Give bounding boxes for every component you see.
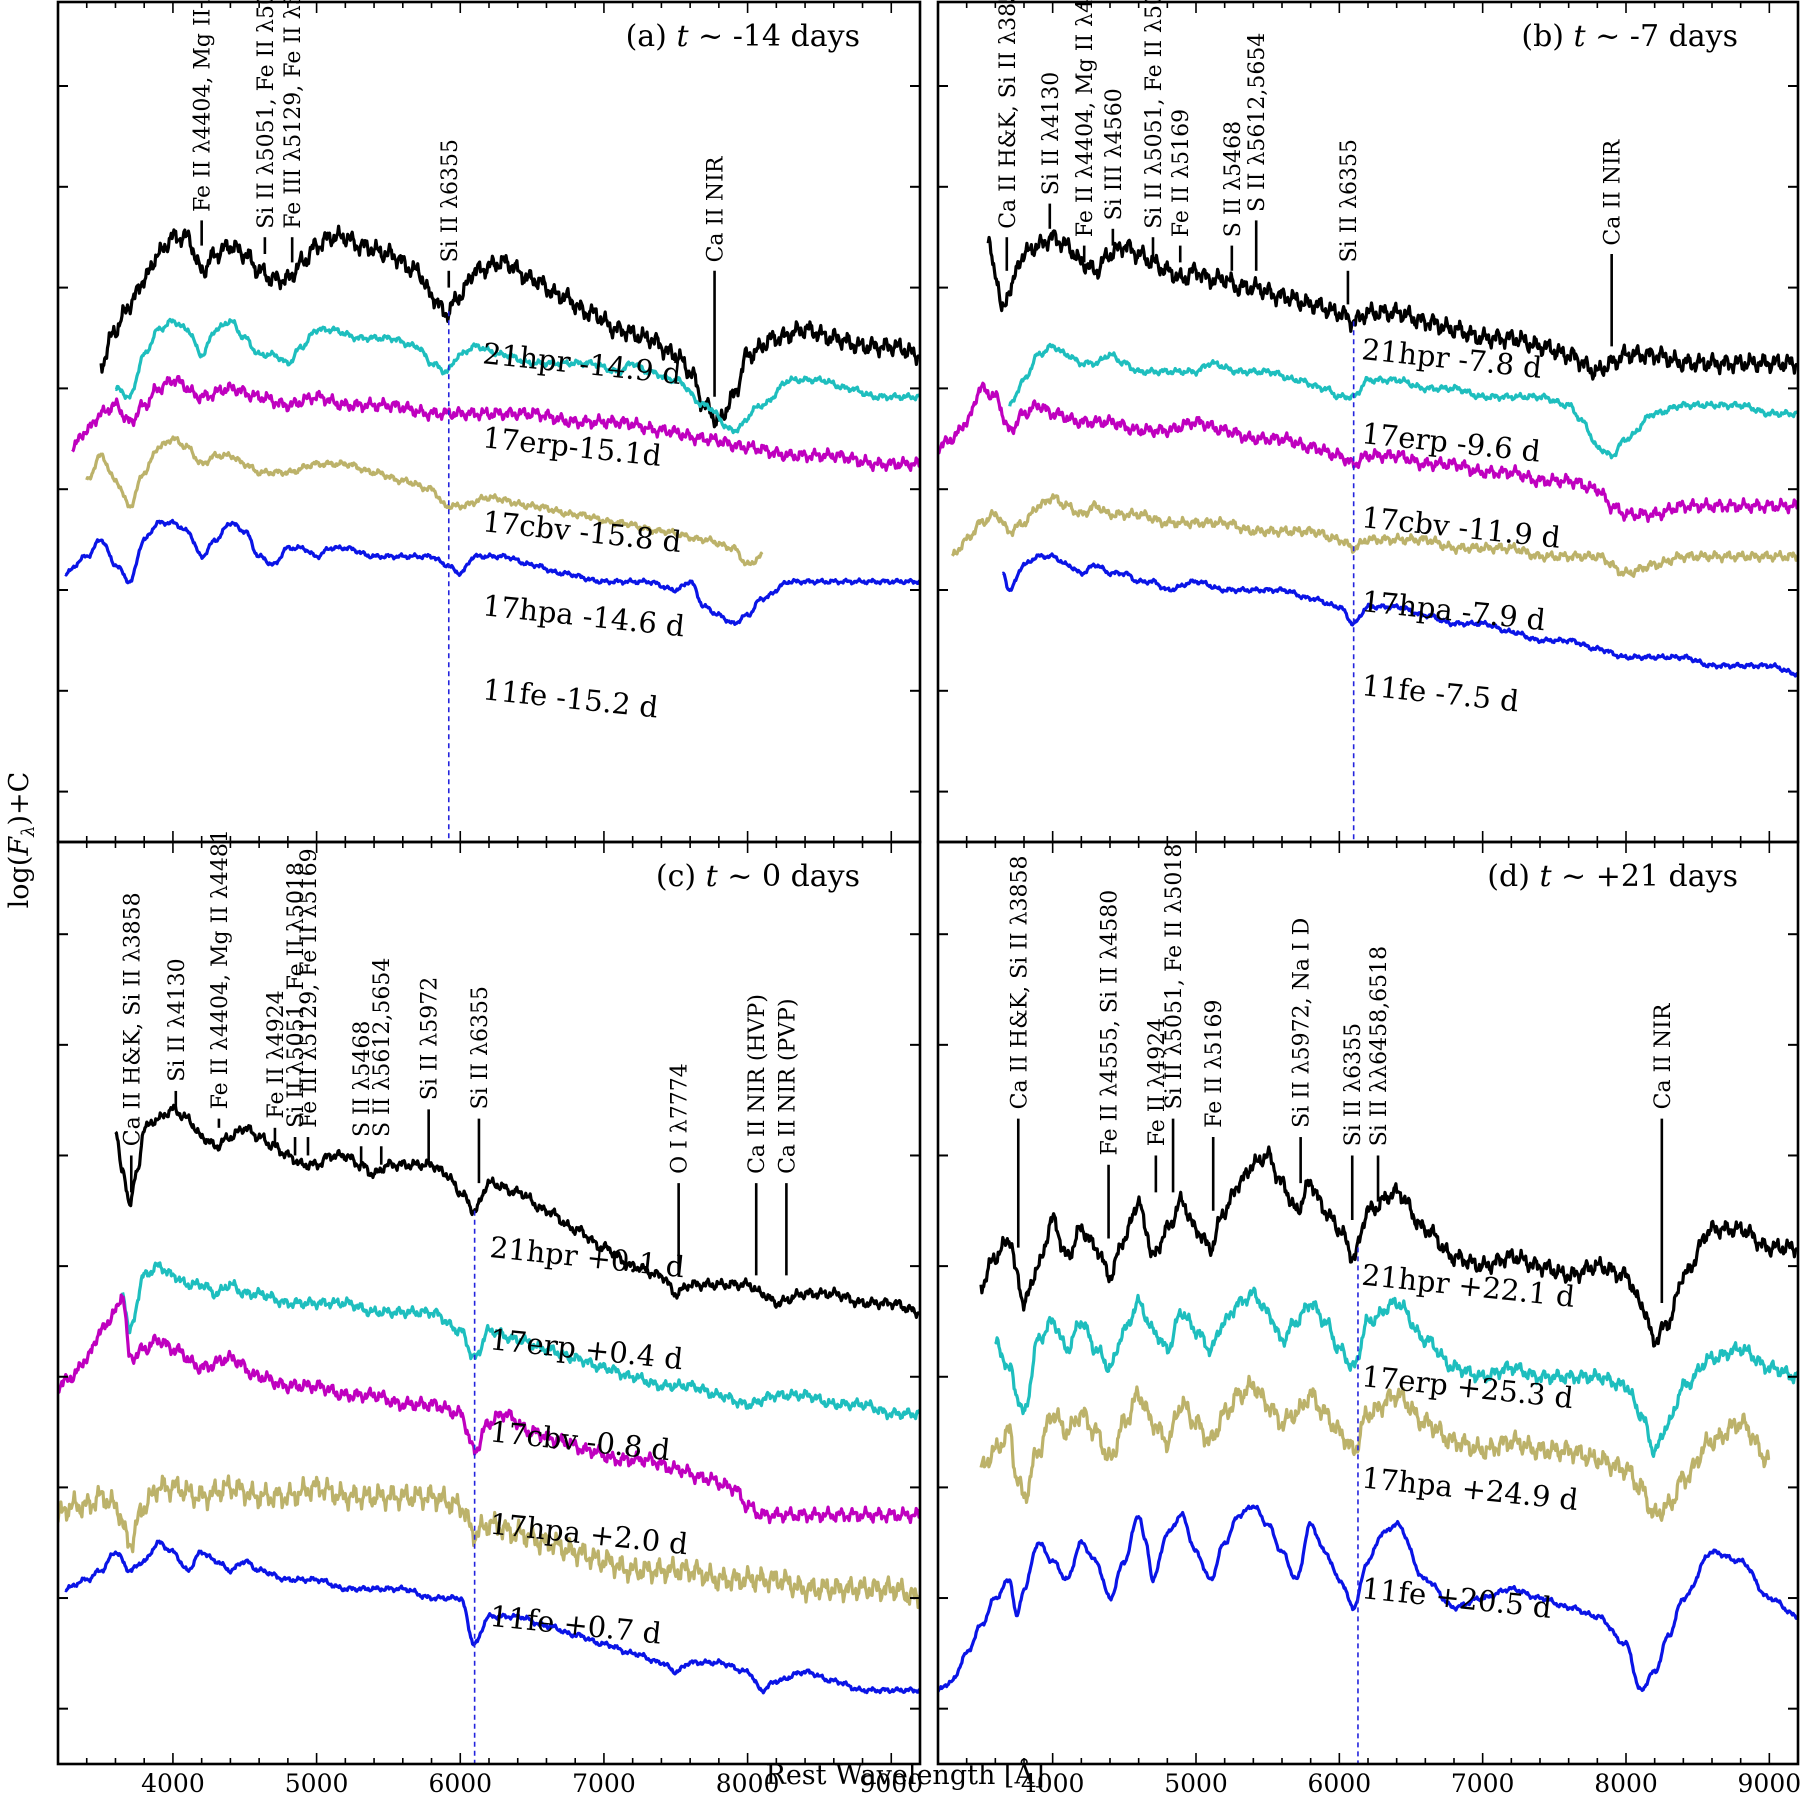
line-annotation: Si II λ6355 [1337, 139, 1362, 262]
line-annotation: Fe II λ4404, Mg II λ4481 [191, 0, 216, 212]
line-annotation: Si II λ5051, Fe II λ5018 [1142, 0, 1167, 229]
line-annotation: Si II λ6355 [468, 986, 493, 1109]
spectrum-17hpa [85, 435, 764, 567]
line-annotation: O I λ7774 [668, 1063, 693, 1174]
x-tick-label: 8000 [716, 1769, 780, 1796]
spectrum-11fe [64, 518, 920, 627]
line-annotation: Ca II NIR [1651, 1002, 1676, 1109]
line-annotation: Ca II NIR [1601, 138, 1626, 245]
spectrum-21hpr [979, 1145, 1798, 1348]
panel-title: (d) t ~ +21 days [1487, 859, 1738, 894]
line-annotation: Si II λ6355 [1341, 1023, 1366, 1146]
spectrum-17erp [114, 317, 920, 435]
line-annotation: Si II λλ6458,6518 [1367, 946, 1392, 1146]
spectrum-21hpr [99, 224, 920, 429]
y-axis-label: log(Fλ)+C [4, 772, 39, 909]
x-tick-label: 8000 [1594, 1769, 1658, 1796]
x-tick-label: 9000 [1738, 1769, 1800, 1796]
line-annotation: S II λ5468 [350, 1021, 375, 1137]
line-annotation: Ca II NIR (PVP) [775, 998, 800, 1173]
line-annotation: Si II λ5972, Na I D [1290, 918, 1315, 1128]
panel-title: (b) t ~ -7 days [1521, 19, 1738, 54]
x-tick-label: 7000 [572, 1769, 636, 1796]
panel-title: (c) t ~ 0 days [656, 859, 860, 894]
line-annotation: S II λ5468 [1221, 121, 1246, 237]
x-axis-label: Rest Wavelength [Å] [765, 1758, 1044, 1791]
panel-title: (a) t ~ -14 days [626, 19, 860, 54]
spectrum-17cbv [71, 375, 920, 473]
line-annotation: Si II λ5051, Fe II λ5018 [284, 862, 309, 1128]
line-annotation: S II λ5612,5654 [1245, 33, 1270, 212]
spectrum-17erp [994, 1286, 1798, 1459]
line-annotation: Fe II λ4404, Mg II λ4481 [208, 829, 233, 1109]
x-tick-label: 6000 [428, 1769, 492, 1796]
spectrum-17cbv [58, 1293, 920, 1525]
spectrum-17erp [121, 1261, 920, 1421]
line-annotation: Ca II NIR [704, 155, 729, 262]
spectrum-21hpr [114, 1103, 920, 1320]
panel-curves [64, 224, 920, 842]
line-annotation: Si II λ5051, Fe II λ5018 [1162, 844, 1187, 1110]
spectrum-11fe [1001, 552, 1798, 678]
line-annotation: Fe III λ5129, Fe II λ5169 [281, 0, 306, 229]
line-annotation: Fe II λ4924 [1145, 1018, 1170, 1146]
x-tick-label: 5000 [1164, 1769, 1228, 1796]
panel-curves [938, 1145, 1798, 1764]
line-annotation: Si II λ5972 [418, 977, 443, 1100]
x-tick-label: 4000 [1021, 1769, 1085, 1796]
x-tick-label: 9000 [859, 1769, 923, 1796]
line-annotation: Si II λ5051, Fe II λ5018 [254, 0, 279, 229]
spectrum-17cbv [938, 381, 1798, 524]
line-annotation: Fe II λ5169 [1202, 999, 1227, 1127]
line-annotation: Fe II λ4404, Mg II λ4481 [1073, 0, 1098, 237]
spectrum-17hpa [58, 1474, 920, 1610]
line-annotation: Ca II NIR (HVP) [745, 994, 770, 1174]
line-annotation: Fe II λ4924 [264, 990, 289, 1118]
line-annotation: Si III λ4560 [1102, 88, 1127, 220]
x-tick-label: 7000 [1451, 1769, 1515, 1796]
line-annotation: Ca II H&K, Si II λ3858 [996, 0, 1021, 229]
x-tick-label: 6000 [1308, 1769, 1372, 1796]
spectrum-17hpa [950, 493, 1798, 578]
panel-curves [58, 1103, 920, 1764]
line-annotation: Fe II λ5169 [1169, 109, 1194, 237]
line-annotation: Si II λ6355 [438, 139, 463, 262]
line-annotation: S II λ5612,5654 [370, 958, 395, 1137]
line-annotation: Si II λ4130 [165, 958, 190, 1081]
line-annotation: Si II λ4130 [1039, 72, 1064, 195]
x-tick-label: 5000 [285, 1769, 349, 1796]
line-annotation: Fe II λ4555, Si II λ4580 [1098, 890, 1123, 1156]
line-annotation: Ca II H&K, Si II λ3858 [1007, 855, 1032, 1109]
spectrum-21hpr [986, 229, 1798, 381]
spectrum-11fe [938, 1504, 1798, 1693]
spectrum-17erp [1008, 342, 1798, 460]
panel-curves [938, 229, 1798, 842]
line-annotation: Fe III λ5129, Fe II λ5169 [297, 848, 322, 1127]
spectrum-11fe [64, 1539, 920, 1695]
x-tick-label: 4000 [141, 1769, 205, 1796]
line-annotation: Ca II H&K, Si II λ3858 [120, 892, 145, 1146]
spectrum-17hpa [979, 1374, 1771, 1522]
